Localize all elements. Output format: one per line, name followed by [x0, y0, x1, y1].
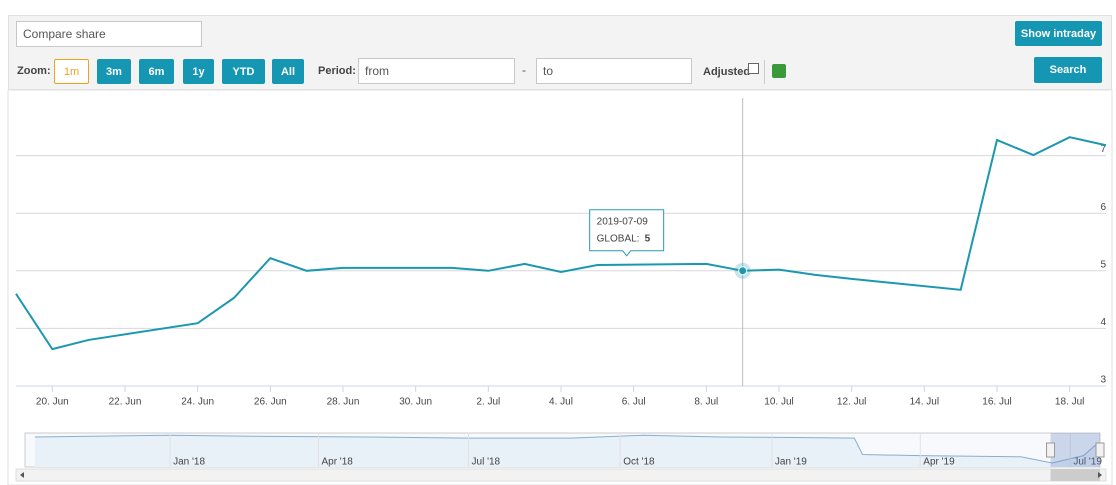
tooltip-box — [589, 209, 665, 257]
navigator-tick-label: Apr '18 — [321, 457, 353, 468]
x-tick-label: 28. Jun — [327, 397, 360, 408]
intraday-button[interactable]: Show intraday — [1015, 21, 1102, 46]
navigator-handle[interactable] — [1046, 442, 1056, 458]
x-tick-label: 4. Jul — [549, 397, 573, 408]
tooltip-value: 5 — [645, 233, 651, 244]
x-tick-label: 2. Jul — [476, 397, 500, 408]
search-button[interactable]: Search — [1034, 57, 1102, 83]
y-tick-label: 7 — [1100, 144, 1106, 155]
adjusted-label: Adjusted — [703, 66, 751, 78]
navigator-tick-label: Jul '18 — [472, 457, 501, 468]
x-tick-label: 26. Jun — [254, 397, 287, 408]
period-separator: - — [522, 63, 526, 77]
series-line — [15, 136, 1107, 351]
x-tick-label: 20. Jun — [36, 397, 69, 408]
scroll-left — [20, 472, 24, 478]
x-tick-label: 6. Jul — [622, 397, 646, 408]
hover-point — [738, 266, 748, 276]
zoom-button[interactable]: 1y — [183, 59, 214, 84]
zoom-button[interactable]: YTD — [222, 59, 265, 84]
y-tick-label: 3 — [1100, 375, 1106, 386]
scroll-right — [1098, 472, 1102, 478]
y-tick-label: 4 — [1100, 317, 1106, 328]
zoom-button[interactable]: 1m — [54, 59, 89, 84]
x-tick-label: 24. Jun — [181, 397, 214, 408]
x-tick-label: 30. Jun — [399, 397, 432, 408]
x-tick-label: 14. Jul — [910, 397, 939, 408]
x-tick-label: 18. Jul — [1055, 397, 1084, 408]
x-tick-label: 22. Jun — [109, 397, 142, 408]
compare-input[interactable]: Compare share — [16, 21, 202, 47]
navigator-line — [34, 434, 1099, 464]
zoom-label: Zoom: — [17, 65, 51, 77]
navigator-tick-label: Jul '19 — [1073, 457, 1102, 468]
navigator-tick-label: Jan '19 — [775, 457, 807, 468]
scrollbar-track — [15, 468, 1107, 482]
adjusted-checkbox[interactable] — [748, 63, 759, 74]
to-input[interactable]: to — [536, 58, 692, 84]
tooltip-label: GLOBAL: — [597, 233, 640, 244]
zoom-button[interactable]: 3m — [97, 59, 131, 84]
navigator-tick-label: Jan '18 — [173, 457, 205, 468]
x-tick-label: 16. Jul — [982, 397, 1011, 408]
from-input[interactable]: from — [358, 58, 515, 84]
period-label: Period: — [318, 65, 356, 77]
y-tick-label: 6 — [1100, 202, 1106, 213]
x-tick-label: 8. Jul — [694, 397, 718, 408]
navigator-area — [34, 435, 1099, 467]
tooltip-date: 2019-07-09 — [597, 216, 649, 227]
navigator-handle[interactable] — [1095, 442, 1105, 458]
divider — [764, 60, 765, 84]
navigator-selection — [1050, 433, 1100, 467]
csv-icon[interactable] — [772, 64, 786, 78]
scrollbar-thumb — [1050, 469, 1100, 481]
y-tick-label: 5 — [1100, 259, 1106, 270]
x-tick-label: 12. Jul — [837, 397, 866, 408]
navigator-tick-label: Apr '19 — [923, 457, 955, 468]
x-tick-label: 10. Jul — [764, 397, 793, 408]
tooltip: 2019-07-09 GLOBAL: 5 — [589, 209, 665, 257]
zoom-button[interactable]: All — [272, 59, 304, 84]
navigator-tick-label: Oct '18 — [623, 457, 655, 468]
zoom-button[interactable]: 6m — [139, 59, 174, 84]
